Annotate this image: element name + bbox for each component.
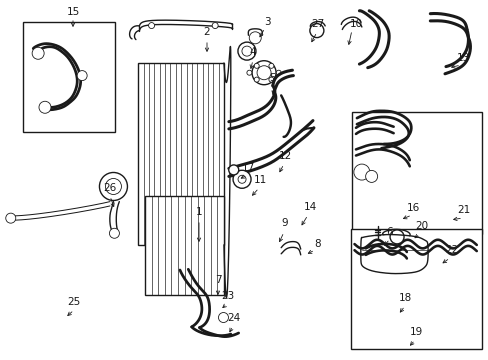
Text: 3: 3 <box>263 17 270 27</box>
Text: 16: 16 <box>406 203 419 213</box>
Circle shape <box>251 61 276 85</box>
Text: 25: 25 <box>67 297 81 307</box>
Text: 11: 11 <box>253 175 266 185</box>
Text: 4: 4 <box>249 47 256 57</box>
Circle shape <box>242 46 251 56</box>
Text: 23: 23 <box>221 291 234 301</box>
Text: 2: 2 <box>203 27 210 37</box>
Text: 22: 22 <box>445 245 458 255</box>
Circle shape <box>238 175 245 183</box>
Circle shape <box>268 63 273 68</box>
Bar <box>145 196 224 295</box>
Text: 7: 7 <box>214 275 221 285</box>
Text: 8: 8 <box>314 239 321 249</box>
Circle shape <box>109 228 119 238</box>
Circle shape <box>365 170 377 183</box>
Circle shape <box>32 47 44 59</box>
Circle shape <box>233 170 250 188</box>
Circle shape <box>309 24 323 37</box>
Text: 13: 13 <box>455 53 468 63</box>
Circle shape <box>249 32 261 44</box>
Circle shape <box>228 165 238 175</box>
Bar <box>351 112 481 234</box>
Text: 12: 12 <box>278 151 291 161</box>
Circle shape <box>254 77 259 82</box>
Text: 20: 20 <box>415 221 427 231</box>
Circle shape <box>257 66 270 80</box>
Bar <box>23 22 115 132</box>
Text: 10: 10 <box>349 19 362 29</box>
Circle shape <box>39 101 51 113</box>
Text: 6: 6 <box>386 227 392 237</box>
Text: 5: 5 <box>269 73 276 83</box>
Circle shape <box>268 77 273 82</box>
Circle shape <box>276 70 281 75</box>
Bar <box>138 63 224 245</box>
Bar <box>350 229 481 349</box>
Text: 24: 24 <box>227 313 240 323</box>
Text: 19: 19 <box>408 327 422 337</box>
Circle shape <box>389 230 403 244</box>
Circle shape <box>77 71 87 81</box>
Text: 17: 17 <box>241 163 254 173</box>
Text: 27: 27 <box>311 19 324 29</box>
Text: 21: 21 <box>456 205 469 215</box>
Text: 15: 15 <box>66 7 80 17</box>
Circle shape <box>246 70 251 75</box>
Text: 18: 18 <box>398 293 411 303</box>
Circle shape <box>99 172 127 201</box>
Circle shape <box>148 23 154 28</box>
Circle shape <box>6 213 16 223</box>
Text: 1: 1 <box>195 207 202 217</box>
Circle shape <box>218 312 228 323</box>
Circle shape <box>212 23 218 28</box>
Text: 9: 9 <box>281 218 288 228</box>
Circle shape <box>254 63 259 68</box>
Text: 14: 14 <box>303 202 316 212</box>
Text: 26: 26 <box>103 183 116 193</box>
Circle shape <box>238 42 255 60</box>
Circle shape <box>353 164 369 180</box>
Circle shape <box>105 179 121 194</box>
